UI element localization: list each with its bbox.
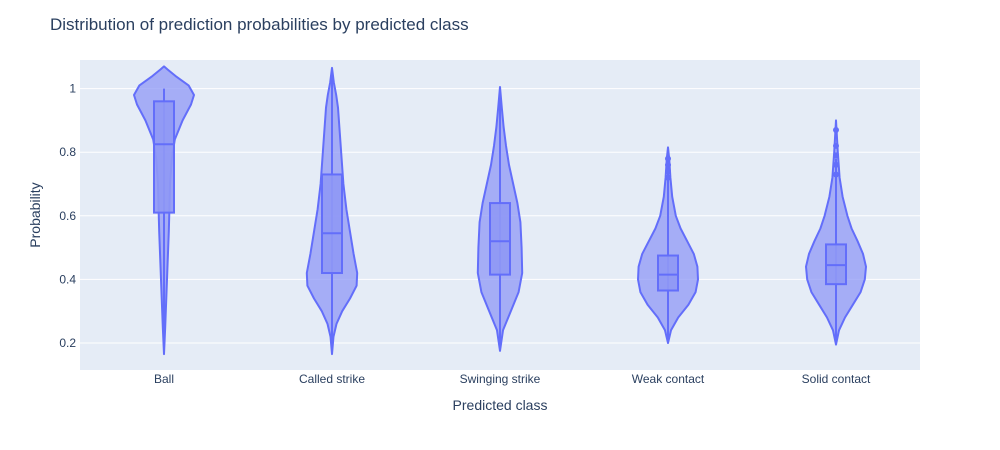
x-tick-label: Called strike xyxy=(299,372,365,386)
y-tick-label: 1 xyxy=(69,82,76,96)
violin-called-strike xyxy=(305,66,359,356)
outlier-point xyxy=(665,155,671,162)
box xyxy=(657,254,679,292)
outlier-point xyxy=(665,168,671,175)
y-tick-label: 0.8 xyxy=(59,145,76,159)
x-axis-title: Predicted class xyxy=(453,397,548,413)
x-tick-label: Swinging strike xyxy=(460,372,541,386)
outlier-point xyxy=(833,152,839,159)
box xyxy=(321,173,343,275)
violin-solid-contact xyxy=(805,119,867,346)
box xyxy=(153,100,175,214)
chart-title: Distribution of prediction probabilities… xyxy=(50,15,469,34)
violin-weak-contact xyxy=(637,146,699,344)
outlier-point xyxy=(665,161,671,168)
y-axis-title: Probability xyxy=(27,182,43,247)
outlier-point xyxy=(665,174,671,181)
outlier-point xyxy=(833,126,839,133)
y-tick-label: 0.4 xyxy=(59,272,76,286)
box xyxy=(489,202,511,276)
x-tick-labels: Ball Called strike Swinging strike Weak con… xyxy=(154,372,871,386)
violin-ball xyxy=(133,65,195,356)
x-tick-label: Ball xyxy=(154,372,174,386)
y-tick-label: 0.6 xyxy=(59,209,76,223)
x-tick-label: Weak contact xyxy=(632,372,705,386)
violin-swinging-strike xyxy=(476,86,524,352)
violins xyxy=(133,65,867,356)
y-tick-labels: 0.2 0.4 0.6 0.8 1 xyxy=(59,82,76,350)
x-tick-label: Solid contact xyxy=(802,372,871,386)
y-tick-label: 0.2 xyxy=(59,336,76,350)
outlier-point xyxy=(833,142,839,149)
outlier-point xyxy=(833,161,839,168)
outlier-point xyxy=(833,171,839,178)
